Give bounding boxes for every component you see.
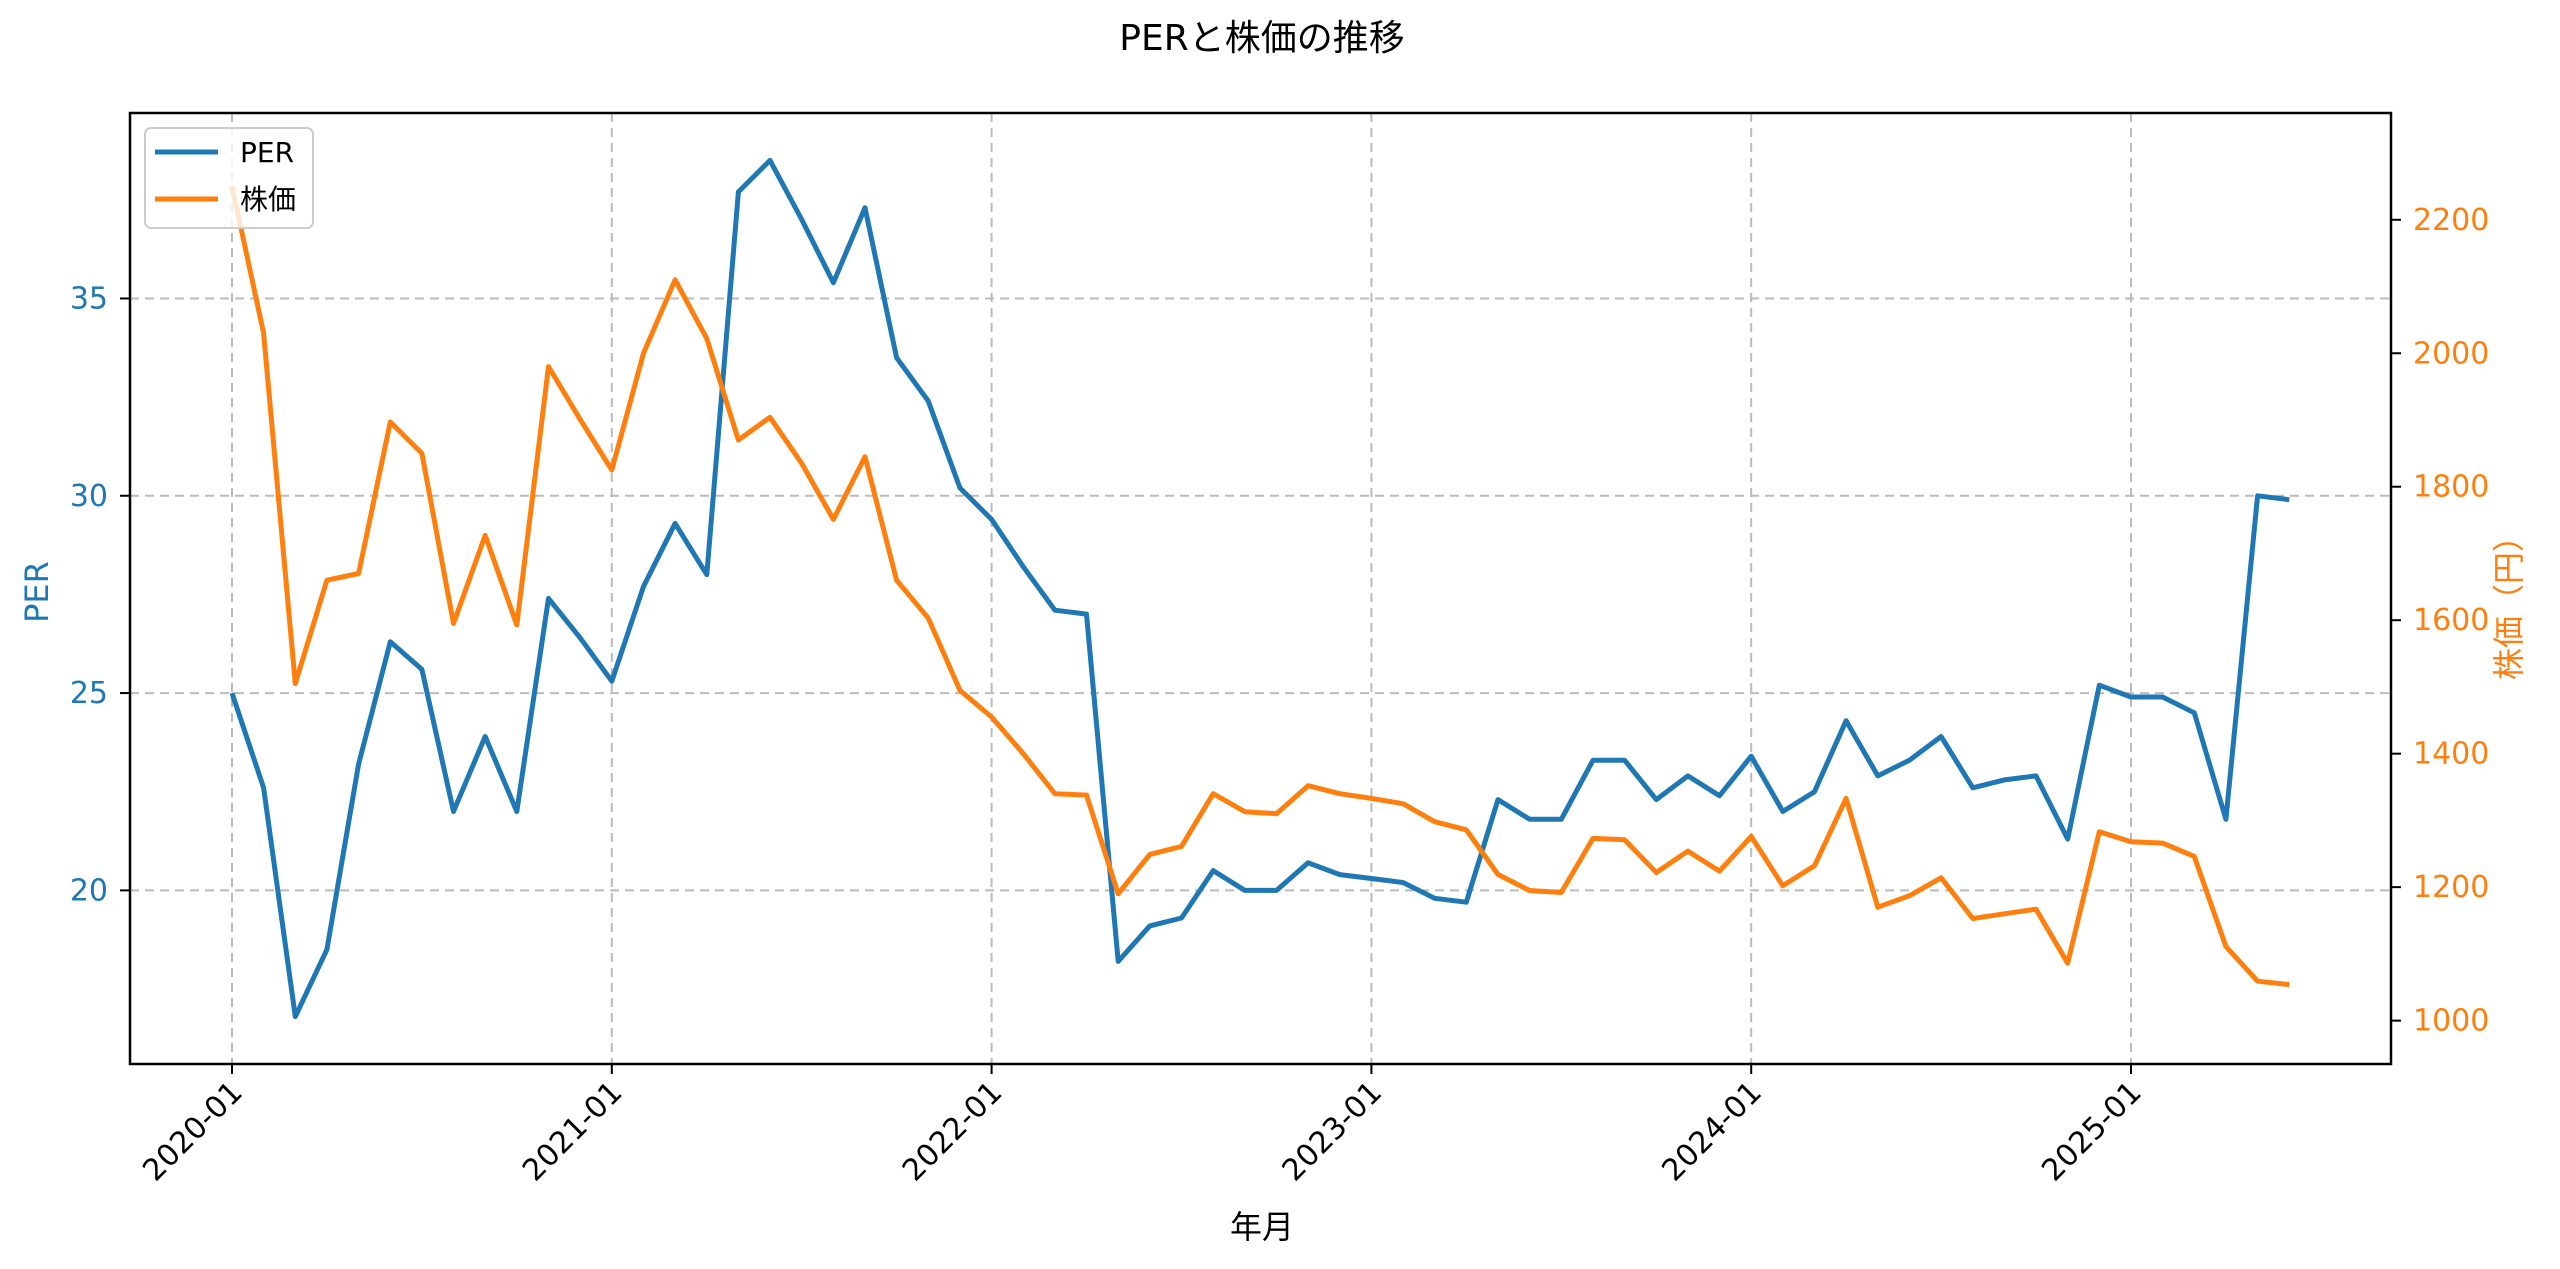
tick-label-x: 2020-01 xyxy=(136,1075,249,1188)
x-axis-label: 年月 xyxy=(1230,1208,1294,1246)
tick-label-x: 2022-01 xyxy=(896,1075,1009,1188)
legend-label-per: PER xyxy=(240,136,294,169)
tick-label-right: 1600 xyxy=(2413,603,2489,638)
tick-label-right: 1400 xyxy=(2413,737,2489,772)
series-layer xyxy=(229,157,2290,1020)
y-axis-label-left: PER xyxy=(18,561,56,623)
legend-label-price: 株価 xyxy=(240,183,296,216)
tick-label-x: 2021-01 xyxy=(516,1075,629,1188)
legend: PER 株価 xyxy=(144,127,314,229)
tick-label-right: 1800 xyxy=(2413,470,2489,505)
tick-label-x: 2023-01 xyxy=(1276,1075,1389,1188)
tick-label-right: 1200 xyxy=(2413,870,2489,905)
y-axis-label-right: 株価（円） xyxy=(2490,520,2528,680)
right-y-axis-ticks: 1000 1200 1400 1600 1800 2000 2200 xyxy=(2391,203,2489,1039)
chart-title: PERと株価の推移 xyxy=(1119,18,1404,59)
grid-lines xyxy=(130,113,2391,1064)
plot-area-frame xyxy=(128,111,2393,1066)
left-y-axis-ticks: 20 25 30 35 xyxy=(70,281,130,908)
tick-label-left: 20 xyxy=(70,873,108,908)
tick-label-left: 30 xyxy=(70,479,108,514)
series-line-price xyxy=(229,185,2290,988)
tick-label-right: 2200 xyxy=(2413,203,2489,238)
x-axis-ticks: 2020-01 2021-01 2022-01 2023-01 2024-01 2025-… xyxy=(136,1064,2149,1188)
tick-label-right: 1000 xyxy=(2413,1004,2489,1039)
series-line-per xyxy=(229,157,2290,1020)
tick-label-right: 2000 xyxy=(2413,336,2489,371)
tick-label-x: 2024-01 xyxy=(1655,1075,1768,1188)
tick-label-left: 35 xyxy=(70,281,108,316)
tick-label-left: 25 xyxy=(70,676,108,711)
tick-label-x: 2025-01 xyxy=(2035,1075,2148,1188)
